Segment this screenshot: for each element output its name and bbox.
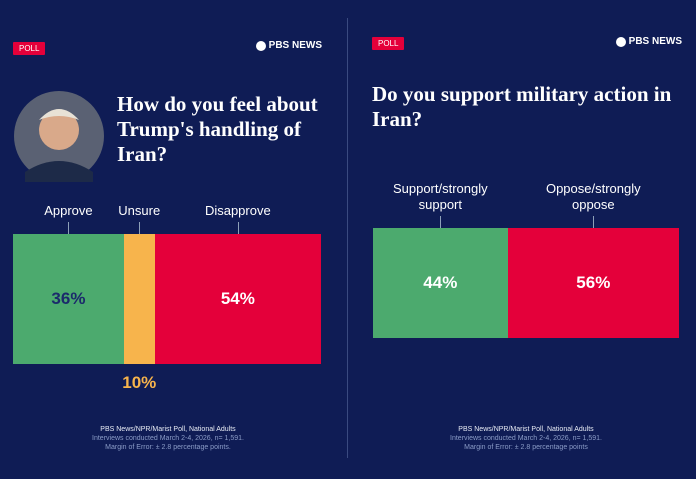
bar-segment	[373, 228, 508, 338]
label-tick	[237, 222, 239, 234]
footnote: Margin of Error: ± 2.8 percentage points…	[105, 444, 231, 451]
value-label: 36%	[51, 289, 86, 308]
logo-icon	[615, 36, 626, 47]
footnote: Margin of Error: ± 2.8 percentage points	[464, 444, 588, 451]
label-tick	[68, 222, 70, 234]
category-label: Approve	[44, 203, 93, 218]
value-label: 56%	[576, 273, 611, 292]
footnote: Interviews conducted March 2-4, 2026, n=…	[92, 435, 244, 442]
logo-text: PBS NEWS	[628, 36, 682, 47]
label-tick	[440, 216, 442, 228]
label-tick	[139, 222, 141, 234]
bar-segment	[507, 228, 679, 338]
divider	[347, 18, 348, 458]
footnote: PBS News/NPR/Marist Poll, National Adult…	[100, 426, 236, 433]
label-tick	[593, 216, 595, 228]
chart-title: How do you feel about Trump's handling o…	[117, 92, 318, 166]
value-label: 44%	[423, 273, 458, 292]
photo	[14, 91, 104, 182]
logo: PBS NEWS	[615, 36, 682, 47]
value-label: 10%	[122, 373, 157, 392]
logo-icon	[255, 40, 266, 51]
logo-text: PBS NEWS	[268, 40, 322, 51]
category-label: Oppose/strongly oppose	[545, 181, 641, 212]
bar-segment	[154, 234, 321, 364]
poll-badge: POLL	[13, 42, 46, 55]
category-label: Disapprove	[204, 203, 271, 218]
footnote: Interviews conducted March 2-4, 2026, n=…	[450, 435, 602, 442]
chart-title: Do you support military action in Iran?	[372, 82, 672, 131]
category-label: Support/strongly support	[392, 181, 488, 212]
value-label: 54%	[220, 289, 255, 308]
category-label: Unsure	[118, 203, 161, 218]
bar-segment	[123, 234, 155, 364]
logo: PBS NEWS	[255, 40, 322, 51]
footnote: PBS News/NPR/Marist Poll, National Adult…	[458, 426, 594, 433]
poll-badge: POLL	[372, 37, 405, 50]
bar-segment	[13, 234, 124, 364]
